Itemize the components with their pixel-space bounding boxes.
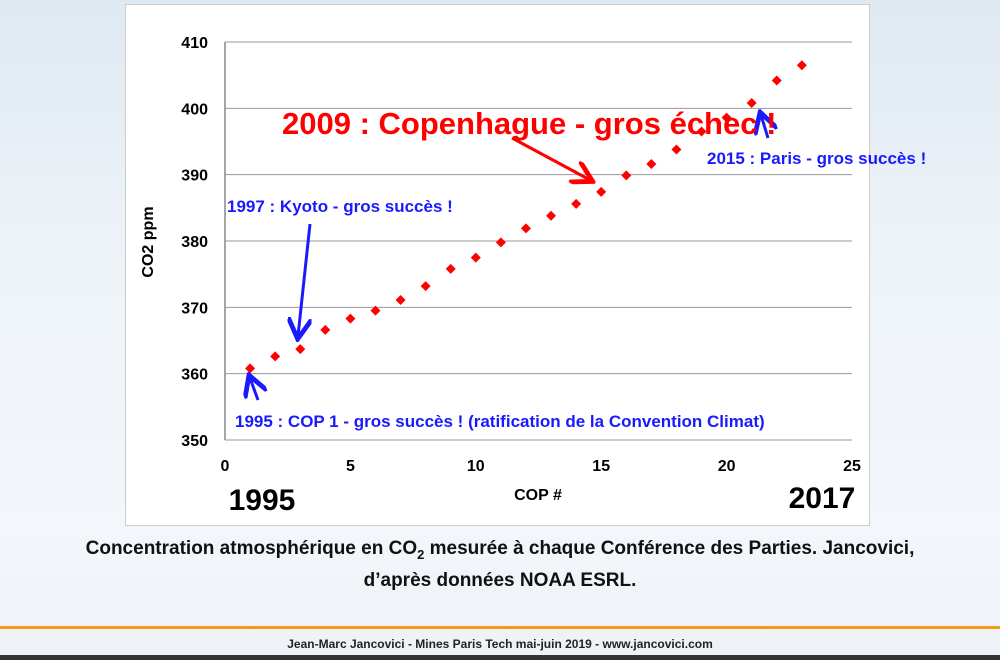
paris-arrow [761,115,768,139]
data-point [295,344,306,355]
x-tick-label: 25 [843,458,861,475]
data-point [546,210,557,221]
data-point [470,252,481,263]
x-axis-label: COP # [514,487,562,504]
x-tick-label: 5 [346,458,355,475]
data-point [596,186,607,197]
data-point [495,237,506,248]
bottom-bar [0,655,1000,660]
y-tick-label: 370 [181,300,208,317]
footer-text: Jean-Marc Jancovici - Mines Paris Tech m… [287,637,713,651]
data-point [245,363,256,374]
caption-text: mesurée à chaque Conférence des Parties.… [424,538,915,559]
y-axis-label: CO2 ppm [140,206,157,277]
y-tick-label: 360 [181,367,208,384]
caption-text: Concentration atmosphérique en CO [85,538,418,559]
y-tick-label: 350 [181,433,208,450]
data-point [395,295,406,306]
cop1-arrow [250,378,258,401]
annotation-copenhague: 2009 : Copenhague - gros échec ! [282,106,776,141]
year-start-label: 1995 [229,484,296,517]
x-tick-label: 0 [221,458,230,475]
x-tick-label: 20 [718,458,736,475]
caption-subscript: 2 [417,546,425,562]
data-point [746,98,757,109]
data-point [696,126,707,137]
data-point [721,112,732,123]
data-point [671,144,682,155]
y-tick-label: 400 [181,101,208,118]
data-point [445,263,456,274]
y-tick-label: 410 [181,35,208,52]
y-tick-label: 380 [181,234,208,251]
chart-panel [125,4,870,526]
annotation-cop1: 1995 : COP 1 - gros succès ! (ratificati… [235,412,765,431]
caption-line2: d’après données NOAA ESRL. [363,569,637,591]
footer-divider [0,626,1000,629]
annotation-kyoto: 1997 : Kyoto - gros succès ! [227,197,453,216]
data-point [646,159,657,170]
figure-caption: Concentration atmosphérique en CO2 mesur… [0,536,1000,594]
data-point [320,324,331,335]
x-tick-label: 10 [467,458,485,475]
data-point [270,351,281,362]
data-point [771,75,782,86]
year-end-label: 2017 [789,482,856,515]
x-tick-label: 15 [592,458,610,475]
data-point [345,313,356,324]
kyoto-arrow [298,223,310,336]
data-point [370,305,381,316]
y-tick-label: 390 [181,168,208,185]
data-point [571,198,582,209]
data-point [621,170,632,181]
data-point [520,223,531,234]
copenhague-arrow [511,136,590,180]
annotation-paris: 2015 : Paris - gros succès ! [707,149,926,168]
data-point [420,281,431,292]
data-point [796,60,807,71]
